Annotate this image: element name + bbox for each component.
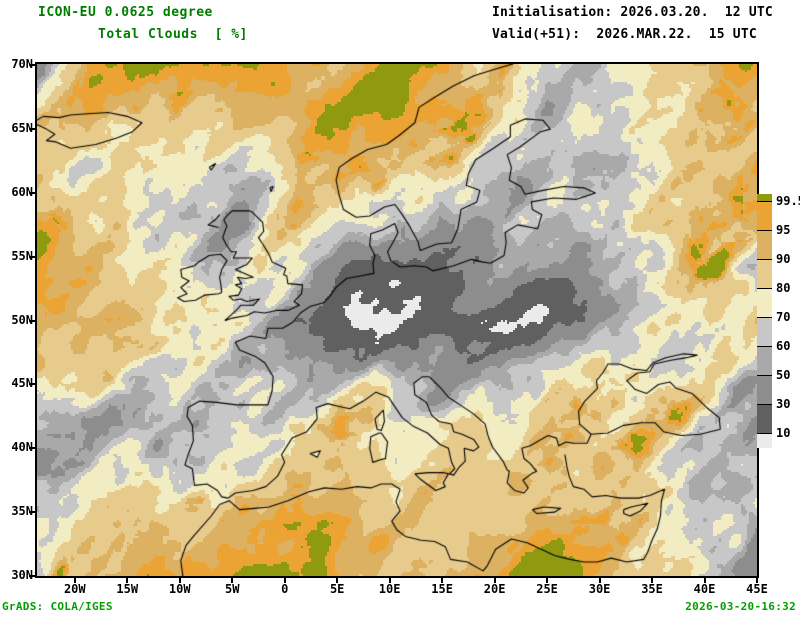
lon-tick-label: 40E (693, 582, 716, 596)
valid-time-label: Valid(+51): 2026.MAR.22. 15 UTC (492, 27, 757, 42)
legend-color-segment (757, 194, 772, 202)
lon-tick (651, 578, 654, 583)
legend-color-segment (757, 202, 772, 231)
coastline-overlay (37, 64, 757, 576)
legend-tick-label: 95 (776, 223, 791, 237)
lon-tick-label: 5W (224, 582, 240, 596)
lon-tick (546, 578, 549, 583)
lon-tick (493, 578, 496, 583)
lat-tick (29, 319, 36, 322)
lon-tick-label: 10W (168, 582, 191, 596)
lat-tick-label: 60N (11, 184, 33, 199)
lat-tick (29, 447, 36, 450)
lat-tick (29, 128, 36, 131)
lat-tick-label: 55N (11, 248, 33, 263)
legend-tick-label: 70 (776, 310, 791, 324)
lon-tick-label: 45E (746, 582, 768, 596)
lon-tick (336, 578, 339, 583)
legend-tick-label: 10 (776, 426, 791, 440)
lon-tick-label: 0 (281, 582, 289, 596)
legend-tick-label: 99.5 (776, 194, 800, 208)
lon-tick-label: 20E (483, 582, 506, 596)
lon-tick (126, 578, 129, 583)
lat-tick-label: 50N (11, 312, 33, 327)
lon-tick-label: 15W (116, 582, 139, 596)
lon-tick (283, 578, 286, 583)
legend-color-segment (757, 405, 772, 434)
legend-color-segment (757, 434, 772, 448)
lon-tick-label: 30E (588, 582, 611, 596)
lon-tick (388, 578, 391, 583)
model-title: ICON-EU 0.0625 degree (38, 5, 213, 20)
lon-tick (756, 578, 758, 583)
legend-color-segment (757, 260, 772, 289)
lon-tick-label: 20W (63, 582, 86, 596)
lon-tick (441, 578, 444, 583)
legend-tick-label: 30 (776, 397, 791, 411)
lat-tick-label: 30N (11, 568, 33, 582)
creation-timestamp: 2026-03-20-16:32 (685, 600, 796, 613)
legend-tick-label: 60 (776, 339, 791, 353)
lon-tick (73, 578, 76, 583)
lat-tick-label: 45N (11, 376, 33, 391)
lon-tick (231, 578, 234, 583)
grads-credit: GrADS: COLA/IGES (2, 600, 113, 613)
legend-color-segment (757, 231, 772, 260)
legend-color-segment (757, 318, 772, 347)
lon-tick-label: 10E (378, 582, 401, 596)
legend-tick-label: 90 (776, 252, 791, 266)
lat-tick-label: 65N (11, 121, 33, 136)
lat-tick-label: 40N (11, 440, 33, 455)
lat-tick (29, 383, 36, 386)
lat-tick (29, 64, 36, 67)
lon-tick-label: 25E (536, 582, 558, 596)
lon-tick (598, 578, 601, 583)
lat-tick-label: 70N (11, 57, 33, 72)
lat-tick-label: 35N (11, 504, 33, 519)
init-time-label: Initialisation: 2026.03.20. 12 UTC (492, 5, 773, 20)
legend-tick-label: 50 (776, 368, 791, 382)
lat-tick (29, 511, 36, 514)
product-title: Total Clouds [ %] (98, 27, 248, 42)
lat-tick (29, 191, 36, 194)
legend-color-segment (757, 289, 772, 318)
lon-tick (703, 578, 706, 583)
legend-color-segment (757, 347, 772, 376)
lon-tick-label: 35E (641, 582, 663, 596)
lat-tick (29, 255, 36, 258)
lat-tick (29, 575, 36, 577)
lon-tick-label: 5E (329, 582, 345, 596)
lon-tick (178, 578, 181, 583)
lon-tick-label: 15E (431, 582, 453, 596)
legend-tick-label: 80 (776, 281, 791, 295)
legend-color-segment (757, 376, 772, 405)
